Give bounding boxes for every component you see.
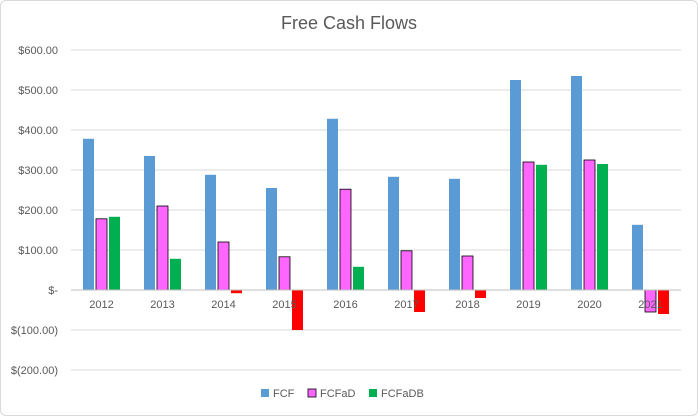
bar-fcf-2014 xyxy=(205,174,216,290)
y-tick-label: $- xyxy=(48,285,58,297)
bar-fcfad-2013 xyxy=(156,205,169,291)
y-tick-label: $300.00 xyxy=(18,165,58,177)
x-axis: 2012 2013 2014 2015 2016 2017 2018 2019 2020 2021 xyxy=(71,289,681,311)
bar-fcfad-2018 xyxy=(461,255,474,291)
x-tick-label: 2012 xyxy=(89,299,113,311)
x-tick-label: 2016 xyxy=(333,299,357,311)
bar-fcfadb-2013 xyxy=(170,258,181,290)
bar-fcfadb-2018 xyxy=(475,290,486,298)
bar-fcfadb-2015 xyxy=(292,290,303,330)
legend-swatch-fcf xyxy=(261,389,269,397)
bar-fcfad-2014 xyxy=(217,241,230,291)
bar-fcfad-2015 xyxy=(278,256,291,291)
legend: FCF FCFaD FCFaDB xyxy=(261,388,424,400)
y-tick-label: $(200.00) xyxy=(11,365,58,377)
gridlines xyxy=(71,49,681,371)
bar-fcf-2019 xyxy=(510,80,521,290)
x-tick-label: 2021 xyxy=(638,299,662,311)
legend-label-fcfad: FCFaD xyxy=(320,388,356,400)
chart-title: Free Cash Flows xyxy=(281,13,417,33)
x-tick-label: 2018 xyxy=(455,299,479,311)
y-tick-label: $600.00 xyxy=(18,45,58,57)
x-tick-label: 2013 xyxy=(150,299,174,311)
y-tick-label: $400.00 xyxy=(18,125,58,137)
y-tick-label: $200.00 xyxy=(18,205,58,217)
x-tick-label: 2014 xyxy=(211,299,235,311)
bar-fcfad-2020 xyxy=(583,159,596,291)
x-tick-label: 2015 xyxy=(272,299,296,311)
bars xyxy=(83,76,669,330)
bar-fcfadb-2019 xyxy=(536,164,547,290)
bar-fcfadb-2021 xyxy=(658,290,669,314)
bar-fcf-2012 xyxy=(83,138,94,290)
bar-fcfadb-2012 xyxy=(109,216,120,290)
bar-fcfad-2019 xyxy=(522,161,535,291)
bar-fcfadb-2016 xyxy=(353,266,364,290)
bar-fcf-2016 xyxy=(327,118,338,290)
bar-fcf-2018 xyxy=(449,178,460,290)
y-tick-label: $(100.00) xyxy=(11,325,58,337)
x-tick-label: 2017 xyxy=(394,299,418,311)
bar-fcfadb-2020 xyxy=(597,164,608,290)
x-tick-label: 2020 xyxy=(577,299,601,311)
bar-fcf-2013 xyxy=(144,156,155,290)
bar-fcfadb-2017 xyxy=(414,290,425,312)
y-tick-label: $500.00 xyxy=(18,85,58,97)
legend-swatch-fcfad xyxy=(307,388,317,398)
legend-label-fcf: FCF xyxy=(273,388,295,400)
bar-fcf-2020 xyxy=(571,76,582,290)
legend-swatch-fcfadb xyxy=(369,389,377,397)
bar-fcf-2021 xyxy=(632,224,643,290)
bar-fcfad-2017 xyxy=(400,250,413,291)
y-tick-label: $100.00 xyxy=(18,245,58,257)
bar-fcf-2017 xyxy=(388,176,399,290)
bar-fcfad-2016 xyxy=(339,188,352,291)
legend-label-fcfadb: FCFaDB xyxy=(381,388,424,400)
bar-fcfad-2012 xyxy=(95,218,108,291)
bar-fcf-2015 xyxy=(266,188,277,290)
y-axis: $600.00 $500.00 $400.00 $300.00 $200.00 $100.… xyxy=(11,45,58,377)
x-tick-label: 2019 xyxy=(516,299,540,311)
bar-fcfadb-2014 xyxy=(231,290,242,294)
